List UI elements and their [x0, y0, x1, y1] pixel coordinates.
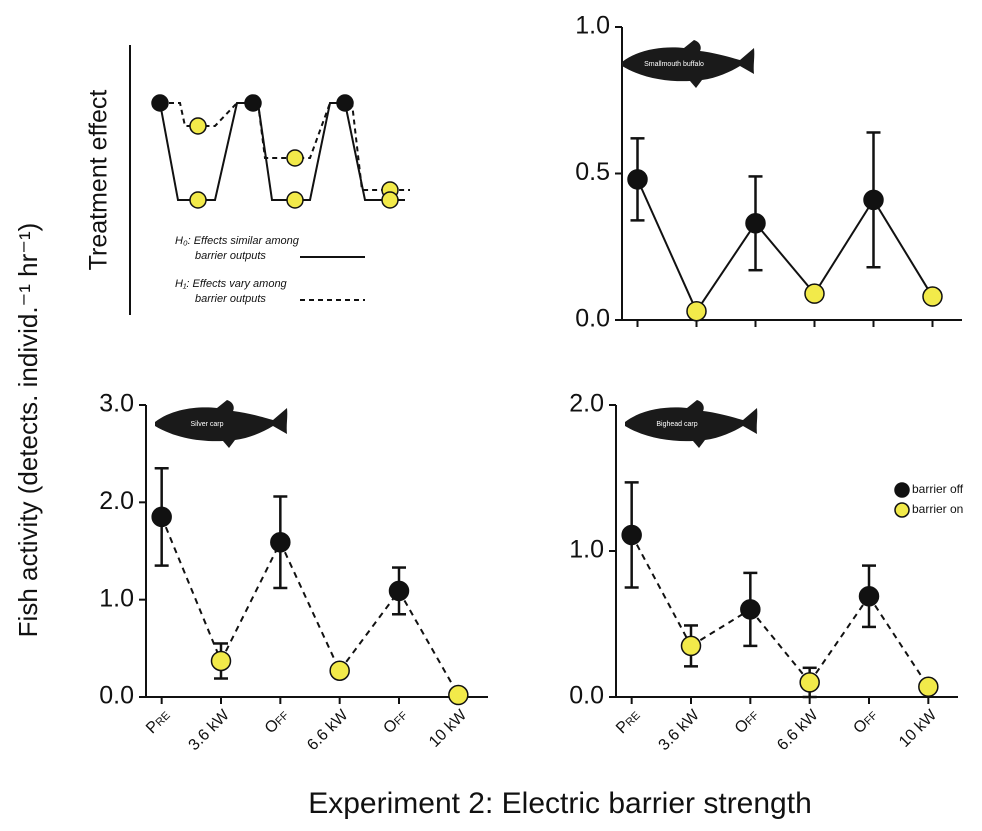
- point: [922, 286, 943, 307]
- point: [621, 524, 642, 546]
- h1-text: H₁: Effects vary among: [175, 278, 288, 290]
- x-tick-label: Off: [850, 707, 881, 738]
- concept-point: [189, 117, 207, 135]
- y-tick-label: 2.0: [569, 390, 604, 418]
- x-tick-label: 3.6 kW: [186, 706, 234, 754]
- y-tick-label: 0.0: [99, 682, 134, 710]
- chart-title: Bighead carp: [656, 421, 697, 428]
- fish-silhouette: [625, 400, 758, 448]
- connector: [808, 595, 870, 683]
- point: [680, 635, 702, 657]
- point: [270, 531, 291, 553]
- y-tick-label: 2.0: [99, 487, 134, 515]
- concept-point: [244, 94, 262, 112]
- point: [804, 283, 825, 304]
- y-tick-label: 1.0: [99, 584, 134, 612]
- concept-point: [151, 94, 169, 112]
- point: [448, 684, 469, 706]
- concept-point: [189, 191, 207, 209]
- connector: [749, 608, 811, 684]
- h1-text: barrier outputs: [195, 293, 266, 305]
- concept-ylabel: Treatment effect: [85, 90, 113, 271]
- point: [151, 506, 172, 528]
- connector: [160, 516, 222, 662]
- concept-points: [151, 94, 399, 209]
- y-tick-label: 1.0: [575, 12, 610, 40]
- point: [863, 189, 884, 211]
- connector: [338, 590, 400, 672]
- y-tick-label: 0.0: [569, 682, 604, 710]
- x-tick-label: 6.6 kW: [304, 706, 352, 754]
- y-tick-label: 0.0: [575, 305, 610, 333]
- h0-text: H₀: Effects similar among: [175, 235, 300, 247]
- point: [799, 672, 820, 693]
- connector: [279, 541, 341, 672]
- x-tick-label: Off: [380, 707, 411, 738]
- legend-label: barrier on: [912, 502, 963, 516]
- y-tick-label: 1.0: [569, 536, 604, 564]
- x-tick-label: Pre: [613, 707, 643, 737]
- fish-silhouette: [155, 400, 288, 448]
- point: [388, 580, 410, 602]
- connector: [398, 590, 460, 696]
- point: [745, 213, 766, 234]
- connector: [868, 595, 930, 688]
- fish-badge: Silver carp: [155, 400, 288, 448]
- h1-line: [160, 102, 410, 191]
- x-tick-label: 6.6 kW: [774, 706, 822, 754]
- chart-title: Smallmouth buffalo: [644, 61, 704, 68]
- connector: [813, 199, 875, 295]
- connector: [695, 222, 757, 312]
- chart-title: Silver carp: [190, 421, 223, 428]
- x-tick-label: Off: [732, 707, 763, 738]
- point: [918, 676, 939, 698]
- legend-marker: [894, 482, 910, 498]
- y-tick-label: 0.5: [575, 158, 610, 186]
- point: [627, 169, 648, 190]
- x-tick-label: 10 kW: [896, 706, 941, 751]
- point: [210, 650, 232, 672]
- x-tick-label: 3.6 kW: [656, 706, 704, 754]
- fish-badge: Smallmouth buffalo: [622, 40, 755, 88]
- fish-silhouette: [622, 40, 755, 88]
- x-axis-label: Experiment 2: Electric barrier strength: [308, 787, 812, 820]
- x-tick-label: 10 kW: [426, 706, 471, 751]
- x-tick-label: Pre: [143, 707, 173, 737]
- connector: [630, 534, 692, 647]
- concept-point: [336, 94, 354, 112]
- y-tick-label: 3.0: [99, 390, 134, 418]
- point: [858, 586, 880, 607]
- connector: [220, 541, 282, 662]
- x-tick-label: Off: [262, 707, 293, 738]
- point: [686, 300, 707, 322]
- legend-marker: [894, 502, 910, 518]
- point: [740, 599, 761, 620]
- concept-diagram: Treatment effect H₀: Effects similar amo…: [85, 45, 410, 315]
- legend-label: barrier off: [912, 482, 964, 496]
- fish-badge: Bighead carp: [625, 400, 758, 448]
- concept-point: [286, 149, 304, 167]
- y-axis-label: Fish activity (detects. individ.⁻¹ hr⁻¹): [13, 223, 43, 638]
- concept-point: [286, 191, 304, 209]
- connector: [754, 222, 816, 295]
- h0-text: barrier outputs: [195, 250, 266, 262]
- connector: [690, 608, 751, 647]
- connector: [636, 178, 698, 312]
- concept-point: [381, 191, 399, 209]
- point: [329, 660, 350, 681]
- connector: [872, 199, 934, 298]
